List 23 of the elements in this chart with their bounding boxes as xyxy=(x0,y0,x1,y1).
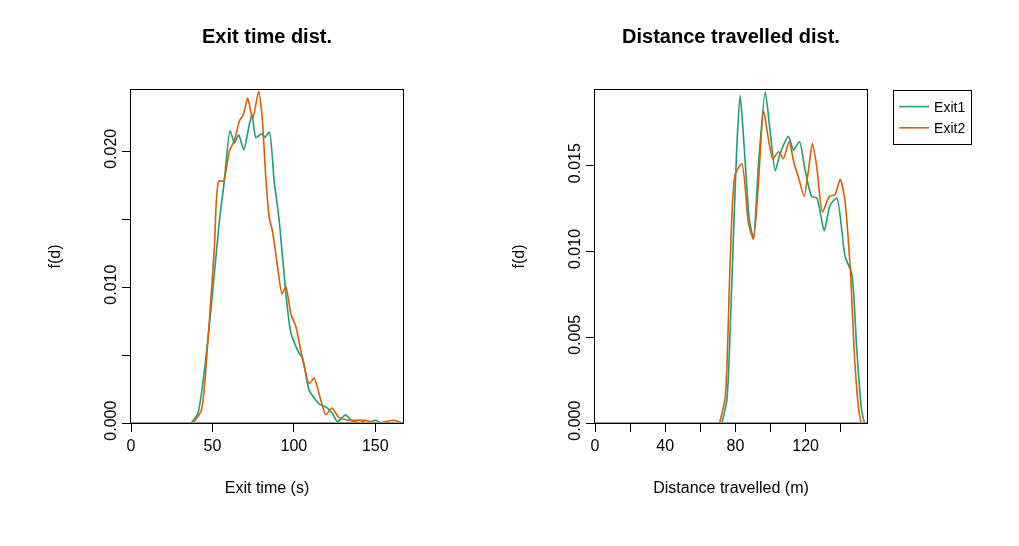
legend-label: Exit1 xyxy=(934,99,966,116)
x-axis-title: Exit time (s) xyxy=(224,479,310,496)
y-tick-label: 0.010 xyxy=(101,264,119,305)
x-axis-title: Distance travelled (m) xyxy=(653,479,809,496)
y-axis-title: f(d) xyxy=(46,244,64,269)
x-tick-label: 0 xyxy=(590,437,600,455)
y-tick-label: 0.010 xyxy=(565,228,583,269)
y-tick-label: 0.015 xyxy=(565,143,583,184)
x-tick-label: 50 xyxy=(203,437,222,455)
x-tick-label: 120 xyxy=(792,437,820,455)
x-tick-label: 0 xyxy=(126,437,136,455)
x-tick-label: 40 xyxy=(656,437,675,455)
y-axis-title: f(d) xyxy=(510,244,528,269)
y-tick-label: 0.000 xyxy=(565,400,583,441)
chart-title: Distance travelled dist. xyxy=(622,25,840,47)
y-tick-label: 0.005 xyxy=(565,314,583,355)
legend-label: Exit2 xyxy=(934,120,966,137)
x-tick-label: 100 xyxy=(280,437,308,455)
y-tick-label: 0.020 xyxy=(101,128,119,169)
x-tick-label: 150 xyxy=(361,437,389,455)
x-tick-label: 80 xyxy=(726,437,745,455)
y-tick-label: 0.000 xyxy=(101,400,119,441)
chart-title: Exit time dist. xyxy=(201,25,333,47)
